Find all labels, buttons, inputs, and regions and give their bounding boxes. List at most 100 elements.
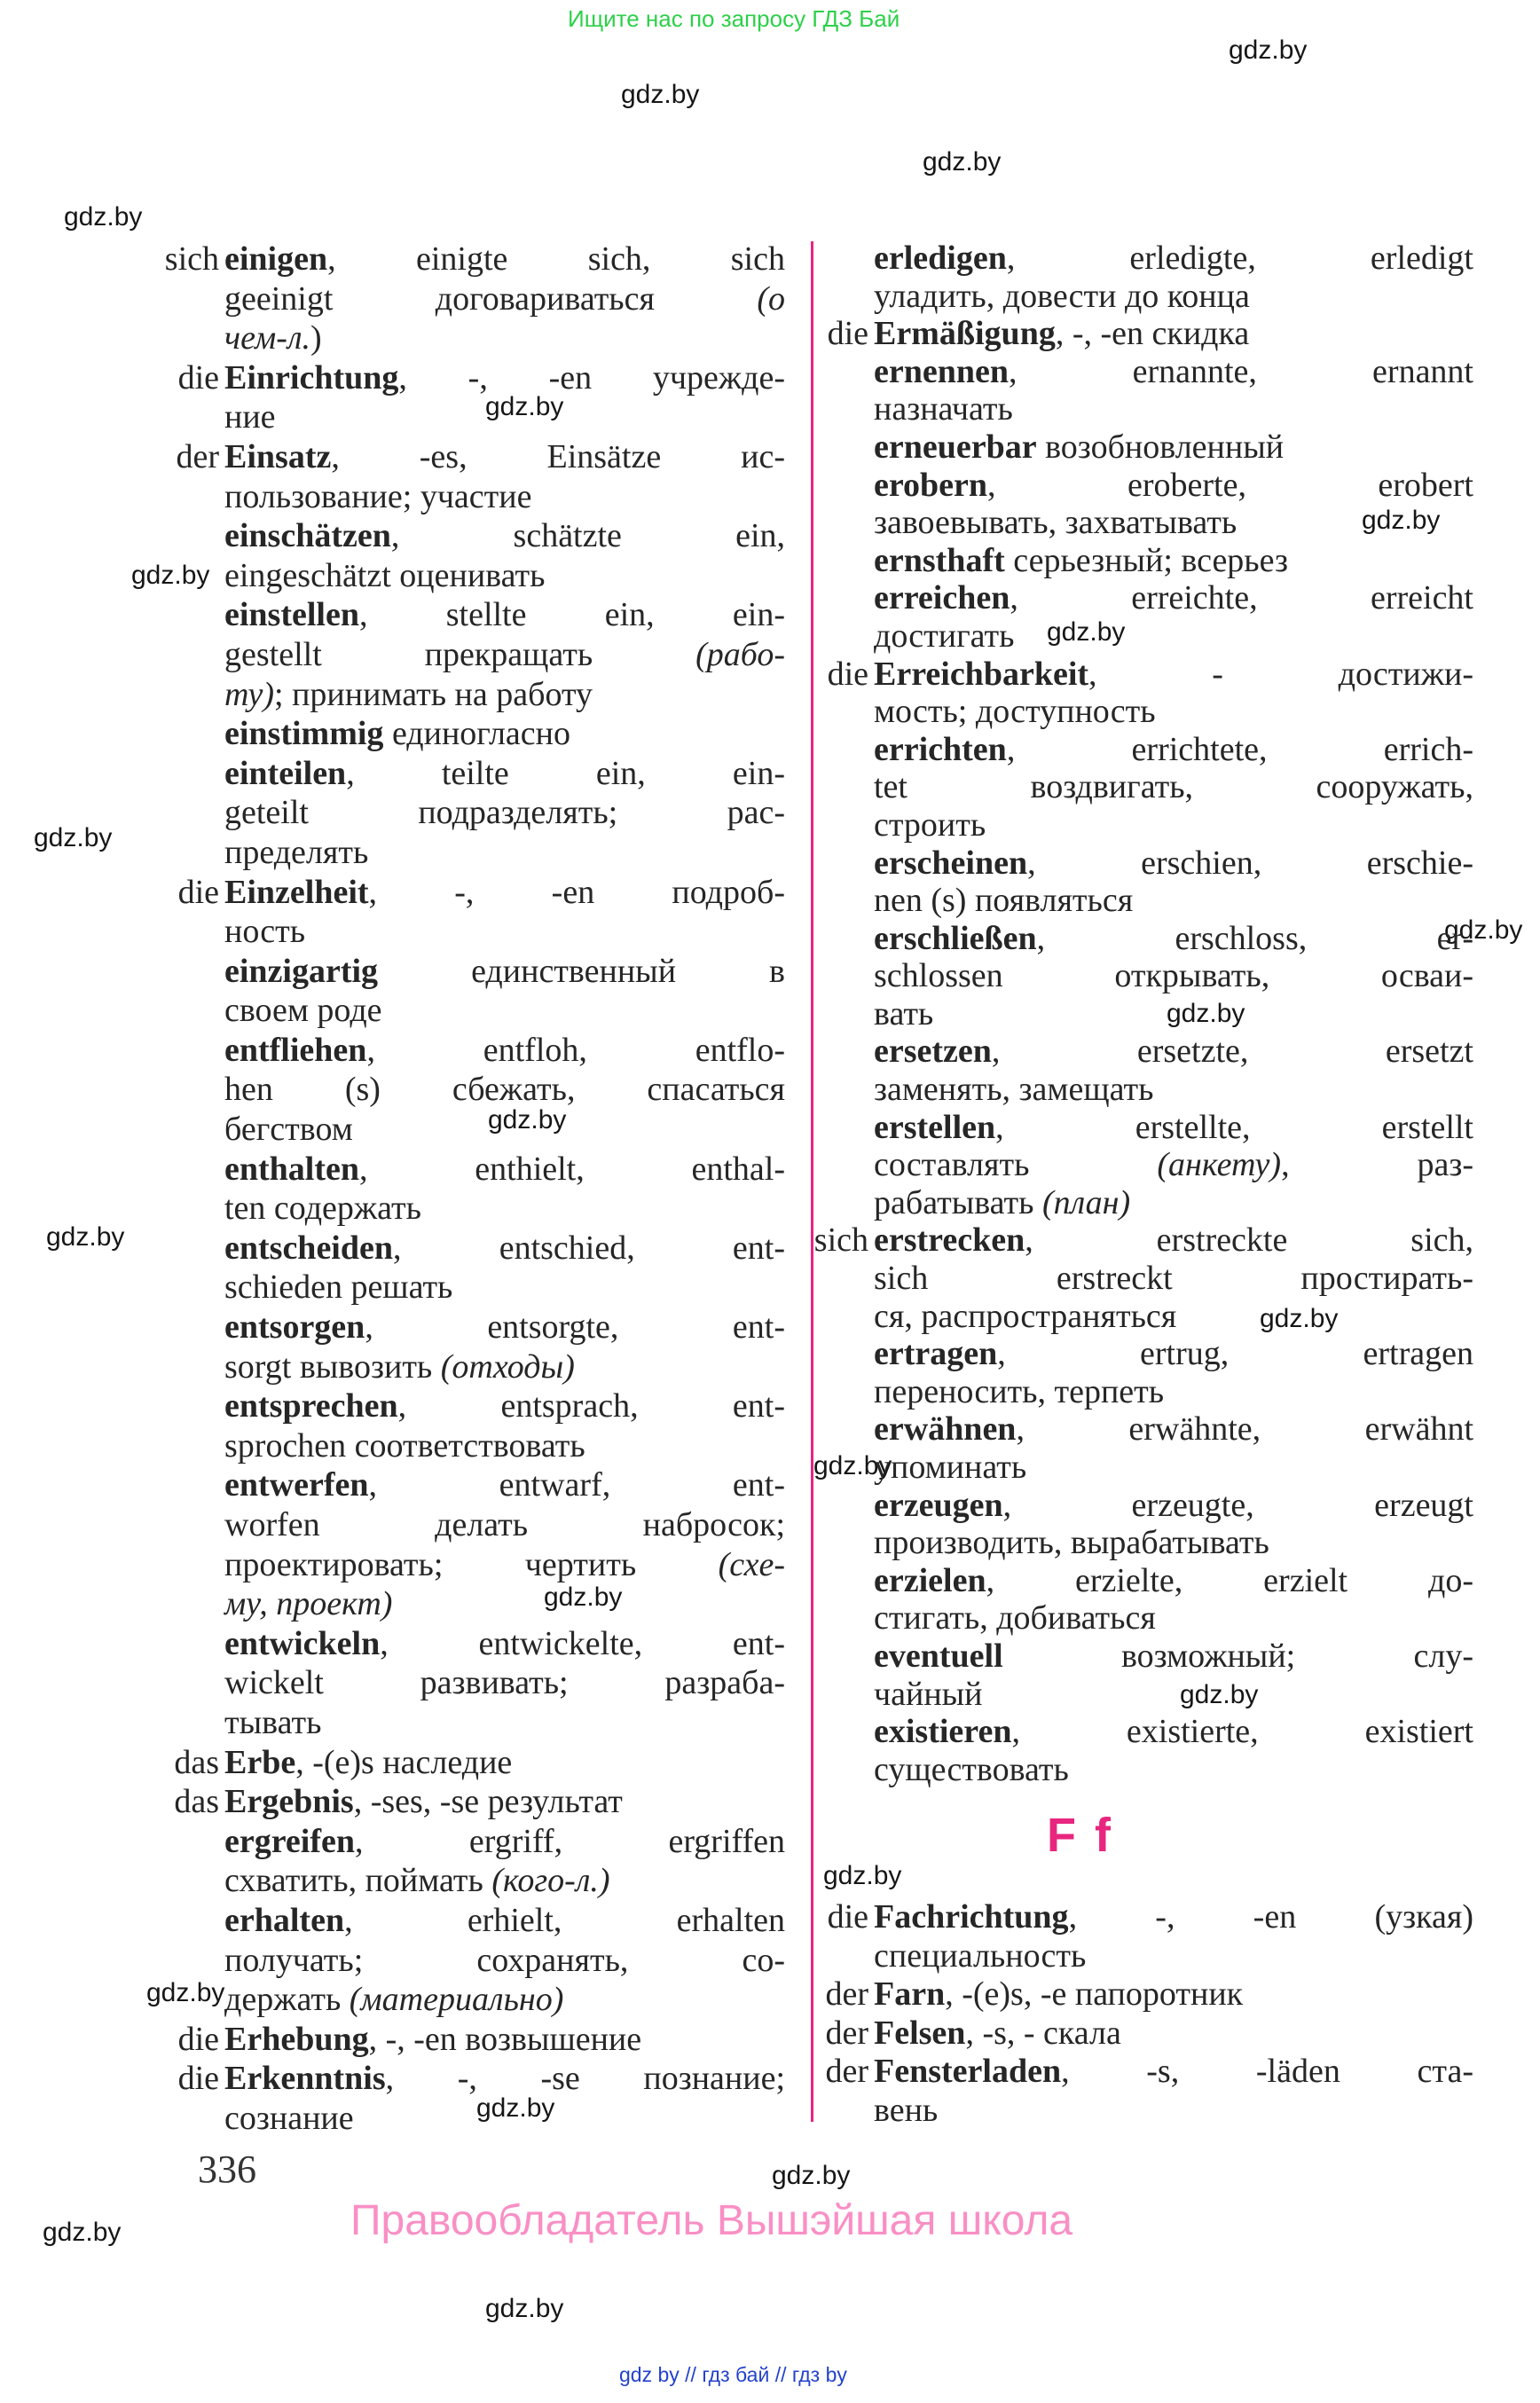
- entry-text: sorgt вывозить: [224, 1347, 441, 1386]
- entry-text: проектировать; чертить: [224, 1545, 719, 1583]
- headword: Einsatz: [224, 437, 332, 475]
- dict-line: enthalten, enthielt, enthal-: [224, 1150, 785, 1190]
- dict-line: схватить, поймать (кого-л.): [224, 1861, 785, 1901]
- entry-text: eingeschätzt оценивать: [224, 556, 546, 594]
- headword: ernennen: [874, 352, 1009, 390]
- dict-line: sich einigen, einigte sich, sich: [165, 240, 785, 279]
- entry-text: получать; сохранять, со-: [224, 1941, 785, 1979]
- article-label: die: [827, 1898, 868, 1936]
- entry-text: , -, -en скидка: [1055, 315, 1250, 353]
- entry-text: , -ses, -se результат: [353, 1783, 623, 1821]
- entry-text: , ertrug, ertragen: [997, 1335, 1473, 1373]
- headword: einzigartig: [224, 952, 379, 990]
- dict-line: der Farn, -(e)s, -e папоротник: [825, 1975, 1473, 2014]
- footer-link-bar[interactable]: gdz by // гдз бай // гдз by: [619, 2363, 847, 2386]
- entry-text: , enthielt, enthal-: [359, 1150, 785, 1188]
- entry-text: возможный; слу-: [1002, 1637, 1473, 1675]
- entry-text: , entsprach, ent-: [397, 1387, 785, 1425]
- page-number: 336: [198, 2148, 256, 2191]
- entry-text: вень: [874, 2091, 939, 2129]
- dict-line: чем-л.): [224, 318, 785, 358]
- gdz-watermark: gdz.by: [46, 1222, 125, 1252]
- entry-text: gestellt прекращать: [224, 635, 696, 673]
- article-label: der: [176, 437, 219, 475]
- entry-text: hen (s) сбежать, спасаться: [224, 1071, 785, 1109]
- dict-line: entscheiden, entschied, ent-: [224, 1229, 785, 1268]
- entry-text: ту): [224, 675, 275, 713]
- entry-text: чем-л.: [224, 319, 311, 357]
- entry-text: назначать: [874, 390, 1013, 428]
- headword: entsorgen: [224, 1308, 365, 1347]
- gdz-watermark: gdz.by: [488, 1105, 567, 1135]
- gdz-watermark: gdz.by: [923, 147, 1002, 177]
- entry-text: тывать: [224, 1703, 322, 1741]
- article-label: die: [177, 873, 219, 911]
- dict-line: der Felsen, -s, - скала: [825, 2014, 1473, 2054]
- dict-line: производить, вырабатывать: [874, 1524, 1473, 1562]
- dict-line: получать; сохранять, со-: [224, 1941, 785, 1981]
- dict-line: вать: [874, 995, 1473, 1033]
- copyright-notice: Правообладатель Вышэйшая школа: [350, 2197, 1073, 2244]
- headword: entwerfen: [224, 1466, 369, 1504]
- article-label: die: [827, 655, 868, 693]
- column-divider-line: [811, 241, 813, 2122]
- dict-line: завоевывать, захватывать: [874, 504, 1473, 542]
- dict-line: erneuerbar возобновленный: [874, 428, 1473, 467]
- entry-text: существовать: [874, 1750, 1069, 1788]
- dict-line: мость; доступность: [874, 693, 1473, 731]
- dict-line: erscheinen, erschien, erschie-: [874, 844, 1473, 883]
- entry-text: , -, -en подроб-: [368, 873, 785, 911]
- headword: Farn: [874, 1975, 946, 2013]
- entry-text: (схе-: [718, 1545, 785, 1583]
- entry-text: ): [310, 319, 322, 357]
- entry-text: , erzeugte, erzeugt: [1002, 1486, 1473, 1524]
- dict-line: sorgt вывозить (отходы): [224, 1347, 785, 1387]
- headword: einigen: [224, 240, 328, 278]
- entry-text: достигать: [874, 616, 1015, 655]
- entry-text: ten содержать: [224, 1190, 421, 1228]
- entry-text: , -s, -läden ста-: [1061, 2053, 1473, 2090]
- headword: errichten: [874, 730, 1007, 768]
- entry-text: , teilte ein, ein-: [346, 754, 785, 792]
- entry-text: чайный: [874, 1675, 983, 1713]
- dict-line: geteilt подразделять; рас-: [224, 793, 785, 833]
- entry-text: , erstellte, erstellt: [995, 1108, 1473, 1146]
- entry-text: завоевывать, захватывать: [874, 504, 1238, 542]
- entry-text: строить: [874, 805, 986, 844]
- headword: entwickeln: [224, 1624, 381, 1662]
- headword: entsprechen: [224, 1387, 398, 1425]
- dict-line: erzeugen, erzeugte, erzeugt: [874, 1487, 1473, 1525]
- dict-line: erwähnen, erwähnte, erwähnt: [874, 1410, 1473, 1449]
- dict-line: einstellen, stellte ein, ein-: [224, 595, 785, 635]
- entry-text: , erledigte, erledigt: [1006, 240, 1473, 277]
- entry-text: ; принимать на работу: [274, 675, 593, 713]
- entry-text: , existierte, existiert: [1011, 1713, 1473, 1751]
- headword: entscheiden: [224, 1229, 393, 1267]
- dict-line: erstellen, erstellte, erstellt: [874, 1109, 1473, 1147]
- dict-line: sich erstreckt простирать-: [874, 1260, 1473, 1298]
- dict-line: проектировать; чертить (схе-: [224, 1545, 785, 1585]
- dict-line: ergreifen, ergriff, ergriffen: [224, 1822, 785, 1862]
- right-dictionary-column-top: erledigen, erledigte, erledigt уладить, д…: [814, 240, 1473, 1788]
- entry-text: рабатывать: [874, 1183, 1042, 1221]
- article-label: das: [174, 1783, 219, 1821]
- gdz-watermark: gdz.by: [1180, 1680, 1259, 1709]
- gdz-watermark: gdz.by: [485, 392, 564, 421]
- headword: Fensterladen: [874, 2053, 1062, 2090]
- article-label: das: [174, 1743, 219, 1781]
- dict-line: die Ermäßigung, -, -en скидка: [828, 315, 1473, 353]
- dict-line: упоминать: [874, 1449, 1473, 1487]
- entry-text: (кого-л.): [491, 1862, 610, 1900]
- dict-line: entwickeln, entwickelte, ent-: [224, 1624, 785, 1664]
- entry-text: sprochen соответствовать: [224, 1426, 585, 1465]
- entry-text: , -, -en возвышение: [368, 2020, 642, 2058]
- headword: existieren: [874, 1713, 1012, 1751]
- dict-line: einschätzen, schätzte ein,: [224, 516, 785, 556]
- dict-line: entsprechen, entsprach, ent-: [224, 1386, 785, 1426]
- entry-text: , - достижи-: [1088, 655, 1473, 693]
- entry-text: , erwähnte, erwähnt: [1016, 1410, 1473, 1449]
- entry-text: , errichtete, errich-: [1006, 730, 1473, 768]
- gdz-watermark: gdz.by: [476, 2093, 555, 2123]
- right-dictionary-column-bottom: die Fachrichtung, -, -en (узкая) специальн…: [825, 1898, 1473, 2130]
- headword: erhalten: [224, 1901, 345, 1939]
